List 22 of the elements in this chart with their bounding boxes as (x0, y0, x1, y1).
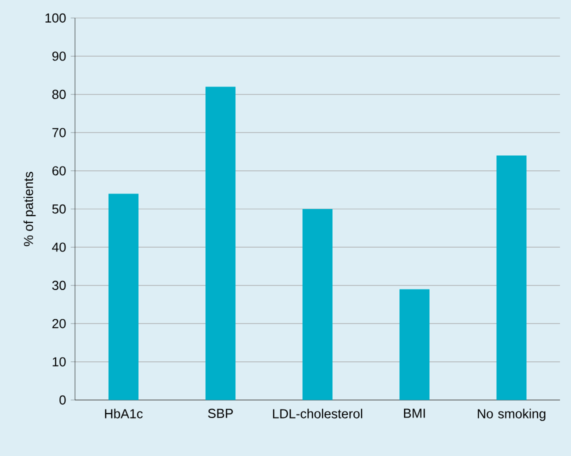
y-tick-label: 20 (52, 318, 66, 328)
bar (400, 289, 430, 400)
x-tick-label: LDL-cholesterol (273, 408, 362, 418)
y-tick-label: 30 (52, 280, 66, 290)
x-tick-label: No smoking (478, 408, 546, 421)
y-tick-label: 80 (52, 90, 66, 99)
y-tick-label: 50 (52, 204, 66, 214)
y-tick-label: 10 (52, 357, 66, 366)
y-tick-label: 90 (52, 52, 66, 61)
bar (206, 86, 236, 400)
x-tick-label: HbA1c (105, 408, 143, 418)
y-tick-label: 100 (46, 13, 66, 23)
y-tick-label: 70 (52, 128, 66, 138)
y-tick-label: 40 (52, 242, 66, 252)
x-tick-label: SBP (208, 408, 233, 418)
bar (496, 156, 527, 400)
y-tick-label: 60 (52, 166, 66, 176)
y-axis-title: % of patients (24, 172, 36, 246)
y-tick-label: 0 (60, 395, 66, 405)
bar (302, 208, 333, 400)
x-tick-label: BMI (404, 408, 425, 418)
bar (108, 194, 138, 400)
